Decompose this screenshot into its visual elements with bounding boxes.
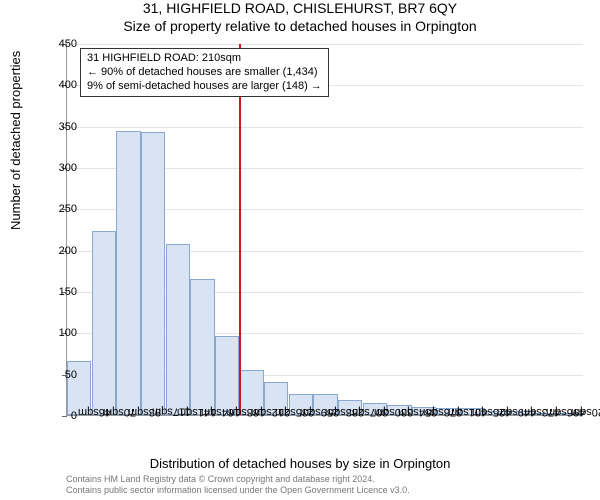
callout-line-2: ← 90% of detached houses are smaller (1,… <box>87 66 322 80</box>
histogram-bar <box>92 231 116 415</box>
ytick-label: 200 <box>47 245 77 257</box>
histogram-bar <box>215 336 239 415</box>
page-title: 31, HIGHFIELD ROAD, CHISLEHURST, BR7 6QY <box>0 0 600 16</box>
ytick-label: 300 <box>47 162 77 174</box>
plot-area <box>66 44 583 416</box>
callout-box: 31 HIGHFIELD ROAD: 210sqm ← 90% of detac… <box>80 48 329 97</box>
histogram-bar <box>141 132 165 415</box>
attribution-line-1: Contains HM Land Registry data © Crown c… <box>66 474 410 485</box>
histogram-bar <box>190 279 214 415</box>
gridline <box>67 127 583 128</box>
histogram-bar <box>166 244 190 415</box>
ytick-label: 350 <box>47 121 77 133</box>
x-axis-title: Distribution of detached houses by size … <box>0 456 600 471</box>
ytick-label: 100 <box>47 327 77 339</box>
callout-line-1: 31 HIGHFIELD ROAD: 210sqm <box>87 52 322 66</box>
ytick-label: 50 <box>47 369 77 381</box>
gridline <box>67 44 583 45</box>
ytick-label: 450 <box>47 38 77 50</box>
page-subtitle: Size of property relative to detached ho… <box>0 18 600 34</box>
y-axis-title: Number of detached properties <box>8 51 23 230</box>
ytick-label: 150 <box>47 286 77 298</box>
attribution: Contains HM Land Registry data © Crown c… <box>66 474 410 496</box>
callout-line-3: 9% of semi-detached houses are larger (1… <box>87 80 322 94</box>
ytick-label: 400 <box>47 79 77 91</box>
reference-line <box>239 44 241 415</box>
histogram-bar <box>116 131 140 415</box>
ytick-label: 250 <box>47 203 77 215</box>
ytick-label: 0 <box>47 410 77 422</box>
attribution-line-2: Contains public sector information licen… <box>66 485 410 496</box>
chart-area: 31 HIGHFIELD ROAD: 210sqm ← 90% of detac… <box>66 44 583 416</box>
